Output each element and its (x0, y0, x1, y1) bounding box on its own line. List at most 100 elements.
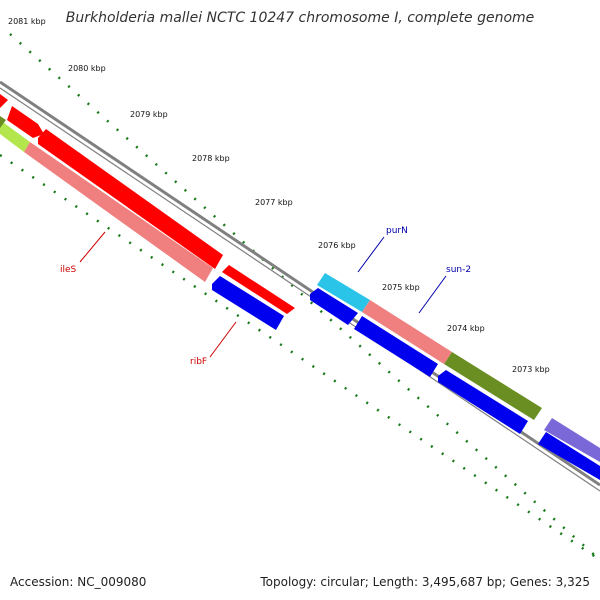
scale-label: 2079 kbp (130, 110, 168, 119)
gene-label-purN[interactable]: purN (386, 226, 408, 236)
scale-label: 2078 kbp (192, 154, 230, 163)
tick-mark (182, 277, 186, 281)
gene-olive[interactable] (444, 352, 542, 420)
purN-leader (357, 236, 385, 273)
gene-red-2[interactable] (7, 106, 44, 138)
tick-mark (279, 343, 283, 347)
gene-purple[interactable] (544, 418, 600, 462)
gene-blue-3[interactable] (438, 370, 528, 434)
tick-mark (107, 226, 111, 230)
scale-label: 2074 kbp (447, 324, 485, 333)
tick-mark (316, 307, 317, 308)
scale-label: 2073 kbp (512, 365, 550, 374)
tick-mark (85, 212, 89, 216)
tick-mark (344, 386, 348, 390)
tick-mark (42, 183, 46, 187)
ribF-leader (209, 321, 237, 358)
gene-cyan-purN[interactable] (317, 273, 370, 312)
tick-mark (268, 335, 272, 339)
tick-mark (117, 233, 121, 238)
tick-mark (397, 423, 402, 427)
gene-blue-1[interactable] (310, 288, 358, 325)
tick-mark (538, 517, 542, 521)
tick-mark (225, 306, 229, 310)
tick-mark (139, 248, 143, 252)
tick-mark (462, 466, 466, 470)
gene-pink-large[interactable] (24, 142, 213, 282)
tick-mark (128, 241, 132, 245)
tick-mark (270, 266, 271, 267)
tick-mark (516, 503, 520, 507)
gene-olive-left[interactable] (0, 116, 6, 128)
tick-mark (10, 161, 14, 165)
tick-mark (581, 546, 585, 550)
gene-label-ileS[interactable]: ileS (60, 265, 77, 275)
tick-mark (438, 416, 439, 417)
tick-mark (171, 270, 175, 274)
tick-mark (430, 444, 434, 449)
tick-mark (31, 175, 35, 179)
genome-title: Burkholderia mallei NCTC 10247 chromosom… (65, 10, 535, 26)
tick-mark (301, 357, 305, 361)
scale-labels: 2081 kbp 2080 kbp 2079 kbp 2078 kbp 2077… (8, 17, 550, 374)
tick-mark (74, 204, 78, 209)
tick-mark (570, 539, 574, 543)
genome-summary: Topology: circular; Length: 3,495,687 bp… (260, 575, 590, 589)
tick-mark (591, 553, 595, 558)
gene-red-ileS[interactable] (38, 129, 223, 269)
ileS-leader (79, 231, 106, 263)
tick-mark (365, 401, 369, 405)
tick-mark (354, 393, 358, 398)
major-ticks (0, 153, 595, 558)
tick-mark (438, 416, 439, 417)
tick-mark (0, 153, 3, 158)
gene-label-sun2[interactable]: sun-2 (446, 265, 471, 275)
gene-blue-ribF[interactable] (212, 276, 284, 330)
tick-mark (408, 430, 412, 434)
tick-mark (150, 255, 154, 259)
tick-mark (247, 321, 251, 325)
tick-mark (376, 408, 380, 412)
tick-mark (160, 263, 164, 267)
tick-mark (53, 190, 57, 194)
tick-mark (63, 197, 68, 201)
tick-mark (290, 350, 294, 354)
tick-mark (505, 495, 509, 499)
scale-label: 2077 kbp (255, 198, 293, 207)
tick-mark (193, 284, 197, 289)
gene-blue-4[interactable] (538, 432, 600, 480)
sun2-leader (418, 275, 447, 314)
gene-red-3[interactable] (222, 265, 295, 314)
tick-mark (322, 372, 326, 376)
tick-mark (96, 219, 100, 223)
gene-blue-2[interactable] (354, 316, 438, 377)
tick-mark (494, 488, 499, 492)
tick-mark (316, 307, 317, 308)
gene-pink-sun2[interactable] (362, 300, 452, 364)
tick-mark (236, 313, 240, 318)
scale-label: 2081 kbp (8, 17, 46, 26)
tick-mark (527, 510, 531, 514)
accession-text: Accession: NC_009080 (10, 575, 147, 589)
tick-mark (333, 379, 337, 383)
tick-mark (451, 459, 455, 463)
tick-mark (270, 266, 271, 267)
gene-label-ribF[interactable]: ribF (190, 357, 207, 367)
tick-mark (548, 524, 552, 529)
tick-mark (311, 364, 315, 369)
tick-mark (387, 415, 391, 419)
tick-mark (559, 532, 563, 536)
scale-label: 2080 kbp (68, 64, 106, 73)
tick-mark (419, 437, 423, 441)
tick-mark (347, 334, 348, 335)
gene-red-1[interactable] (0, 94, 8, 108)
tick-mark (204, 292, 208, 296)
tick-mark (484, 481, 488, 485)
tick-mark (257, 328, 261, 332)
scale-dotted-line (9, 33, 600, 561)
gene-lime[interactable] (0, 120, 30, 152)
scale-label: 2076 kbp (318, 241, 356, 250)
tick-mark (441, 452, 445, 456)
tick-mark (347, 334, 348, 335)
